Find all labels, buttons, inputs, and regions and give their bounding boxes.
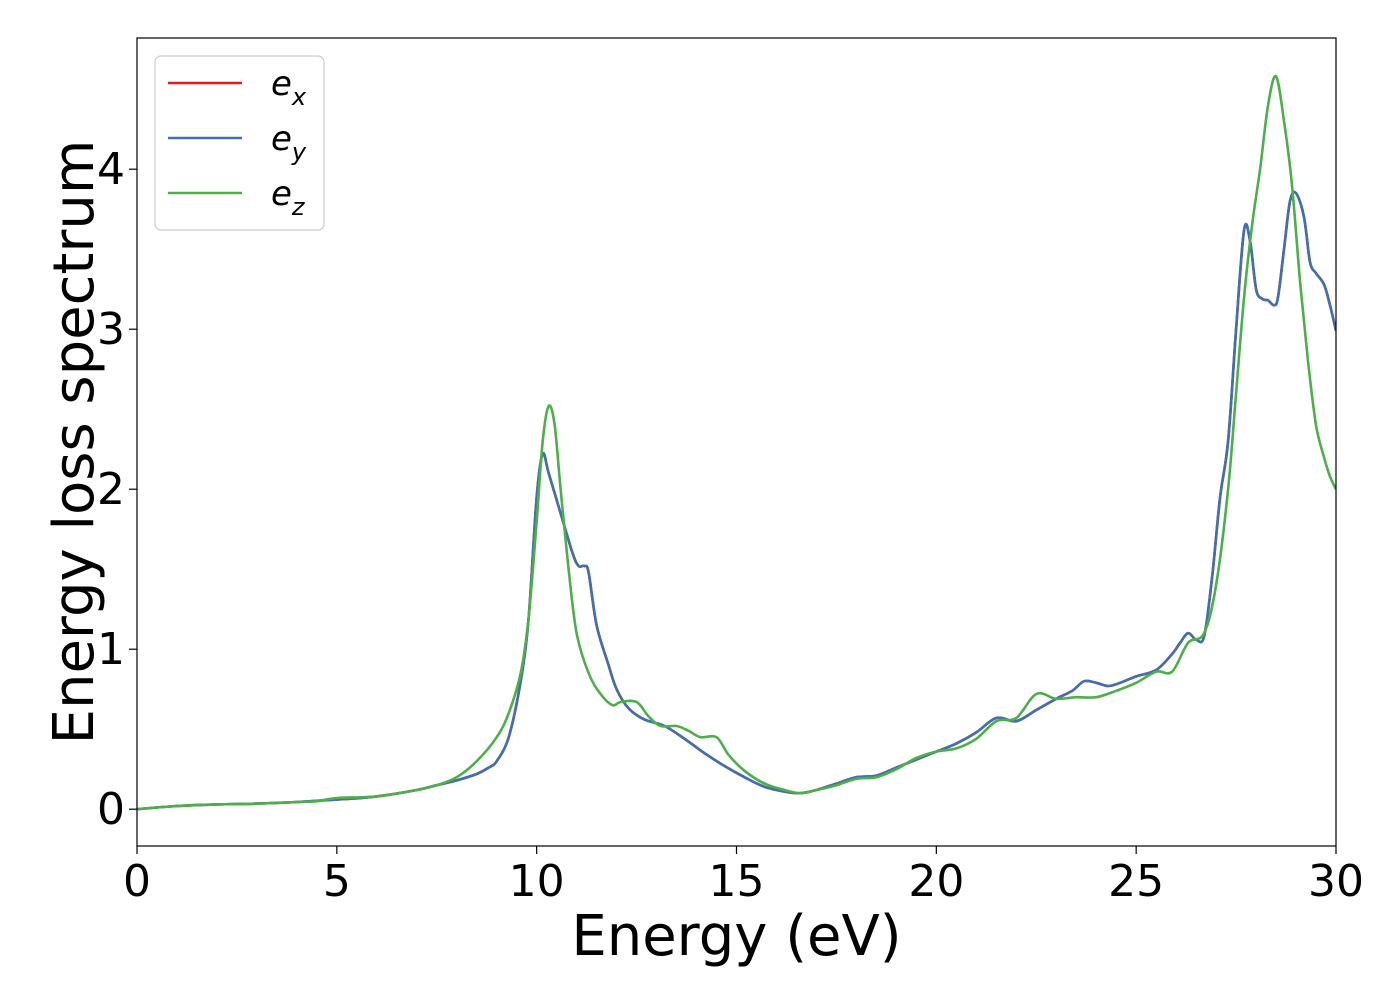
y-tick-label: 3 <box>97 304 125 355</box>
y-tick-label: 0 <box>97 784 125 835</box>
x-tick-label: 25 <box>1108 856 1164 907</box>
x-tick-label: 10 <box>509 856 565 907</box>
x-tick-label: 0 <box>123 856 151 907</box>
series-layer <box>137 74 1336 811</box>
y-axis-label: Energy loss spectrum <box>42 140 107 745</box>
legend-box <box>154 55 325 231</box>
x-tick-label: 5 <box>323 856 351 907</box>
x-tick-label: 30 <box>1308 856 1364 907</box>
legend-label-x: ex <box>271 64 307 111</box>
y-tick-label: 1 <box>97 624 125 675</box>
series-line-z <box>137 74 1336 811</box>
y-axis-ticks: 0 1 2 3 4 <box>97 144 137 835</box>
x-tick-label: 15 <box>709 856 765 907</box>
legend-label-y: ey <box>271 119 307 166</box>
y-tick-label: 4 <box>97 144 125 195</box>
x-axis-ticks: 0 5 10 15 20 25 30 <box>123 846 1364 907</box>
x-tick-label: 20 <box>908 856 964 907</box>
series-line-y <box>137 190 1336 811</box>
legend-label-z: ez <box>271 174 306 221</box>
y-tick-label: 2 <box>97 464 125 515</box>
x-axis-label: Energy (eV) <box>571 904 901 969</box>
legend: ex ey ez <box>154 55 325 231</box>
